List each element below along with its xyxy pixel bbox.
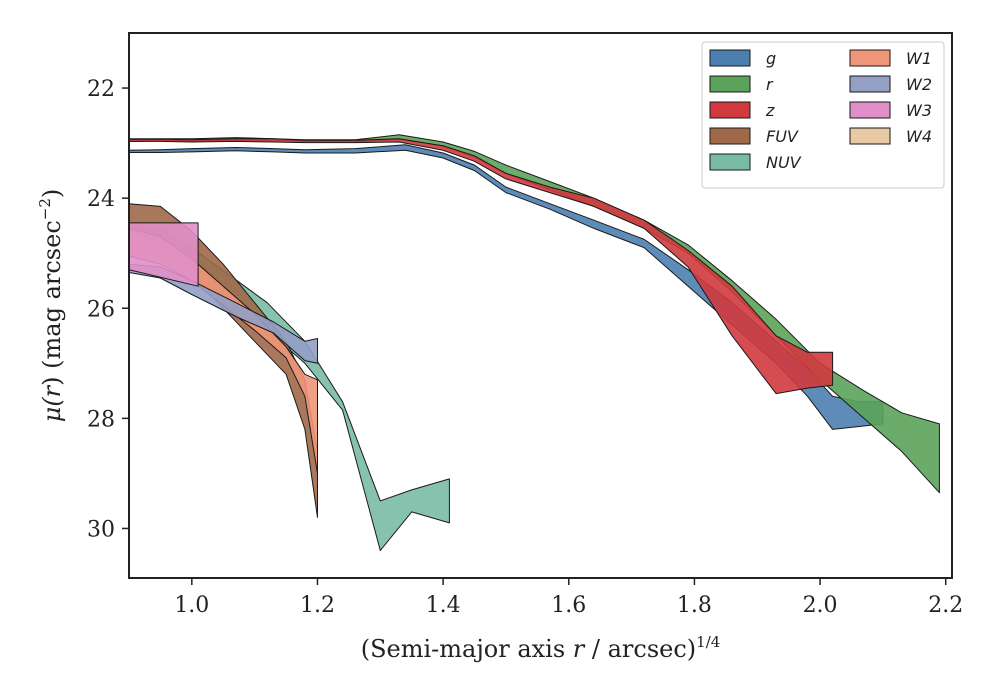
legend-item-fuv: FUV bbox=[709, 127, 799, 146]
y-tick-label: 30 bbox=[87, 517, 115, 542]
legend-label: NUV bbox=[766, 153, 802, 172]
legend-item-g: g bbox=[709, 49, 776, 68]
legend-swatch bbox=[849, 101, 891, 119]
legend-item-w1: W1 bbox=[849, 49, 932, 68]
legend-label: z bbox=[765, 101, 775, 120]
legend-label: W2 bbox=[906, 75, 932, 94]
x-tick-label: 1.8 bbox=[677, 593, 712, 618]
legend-label: W3 bbox=[906, 101, 932, 120]
legend-label: W4 bbox=[906, 127, 932, 146]
y-tick-label: 26 bbox=[87, 297, 115, 322]
legend-label: W1 bbox=[906, 49, 932, 68]
data-bands bbox=[129, 134, 940, 551]
legend-swatch bbox=[709, 49, 751, 67]
y-axis-ticks: 22 24 26 28 30 bbox=[87, 77, 129, 542]
x-tick-label: 1.6 bbox=[551, 593, 586, 618]
band-z bbox=[129, 138, 834, 395]
y-axis-label: μ(r) (mag arcsec−2) bbox=[36, 189, 66, 423]
y-tick-label: 28 bbox=[87, 407, 115, 432]
legend-item-z: z bbox=[709, 101, 775, 120]
legend-swatch bbox=[709, 153, 751, 171]
legend-swatch bbox=[849, 49, 891, 67]
x-tick-label: 2.0 bbox=[803, 593, 838, 618]
band-w3 bbox=[129, 222, 199, 287]
legend-swatch bbox=[849, 75, 891, 93]
x-tick-label: 2.2 bbox=[928, 593, 963, 618]
legend-label: g bbox=[766, 49, 776, 68]
legend-item-nuv: NUV bbox=[709, 153, 802, 172]
x-tick-label: 1.4 bbox=[426, 593, 461, 618]
x-tick-label: 1.0 bbox=[174, 593, 209, 618]
legend-swatch bbox=[849, 127, 891, 145]
legend-item-w2: W2 bbox=[849, 75, 932, 94]
legend-swatch bbox=[709, 75, 751, 93]
y-tick-label: 22 bbox=[87, 77, 115, 102]
legend-item-w4: W4 bbox=[849, 127, 932, 146]
x-axis-label: (Semi-major axis r / arcsec)1/4 bbox=[361, 633, 721, 663]
legend-item-r: r bbox=[709, 75, 774, 94]
plot-frame bbox=[128, 32, 953, 579]
legend-swatch bbox=[709, 101, 751, 119]
x-tick-label: 1.2 bbox=[300, 593, 335, 618]
legend-label: FUV bbox=[766, 127, 799, 146]
legend: grz FUV NUV W1 W2 W3 W4 bbox=[701, 41, 945, 189]
y-tick-label: 24 bbox=[87, 187, 115, 212]
legend-swatch bbox=[709, 127, 751, 145]
x-axis-ticks: 1.0 1.2 1.4 1.6 1.8 2.0 2.2 bbox=[174, 578, 963, 618]
legend-item-w3: W3 bbox=[849, 101, 932, 120]
legend-label: r bbox=[766, 75, 774, 94]
